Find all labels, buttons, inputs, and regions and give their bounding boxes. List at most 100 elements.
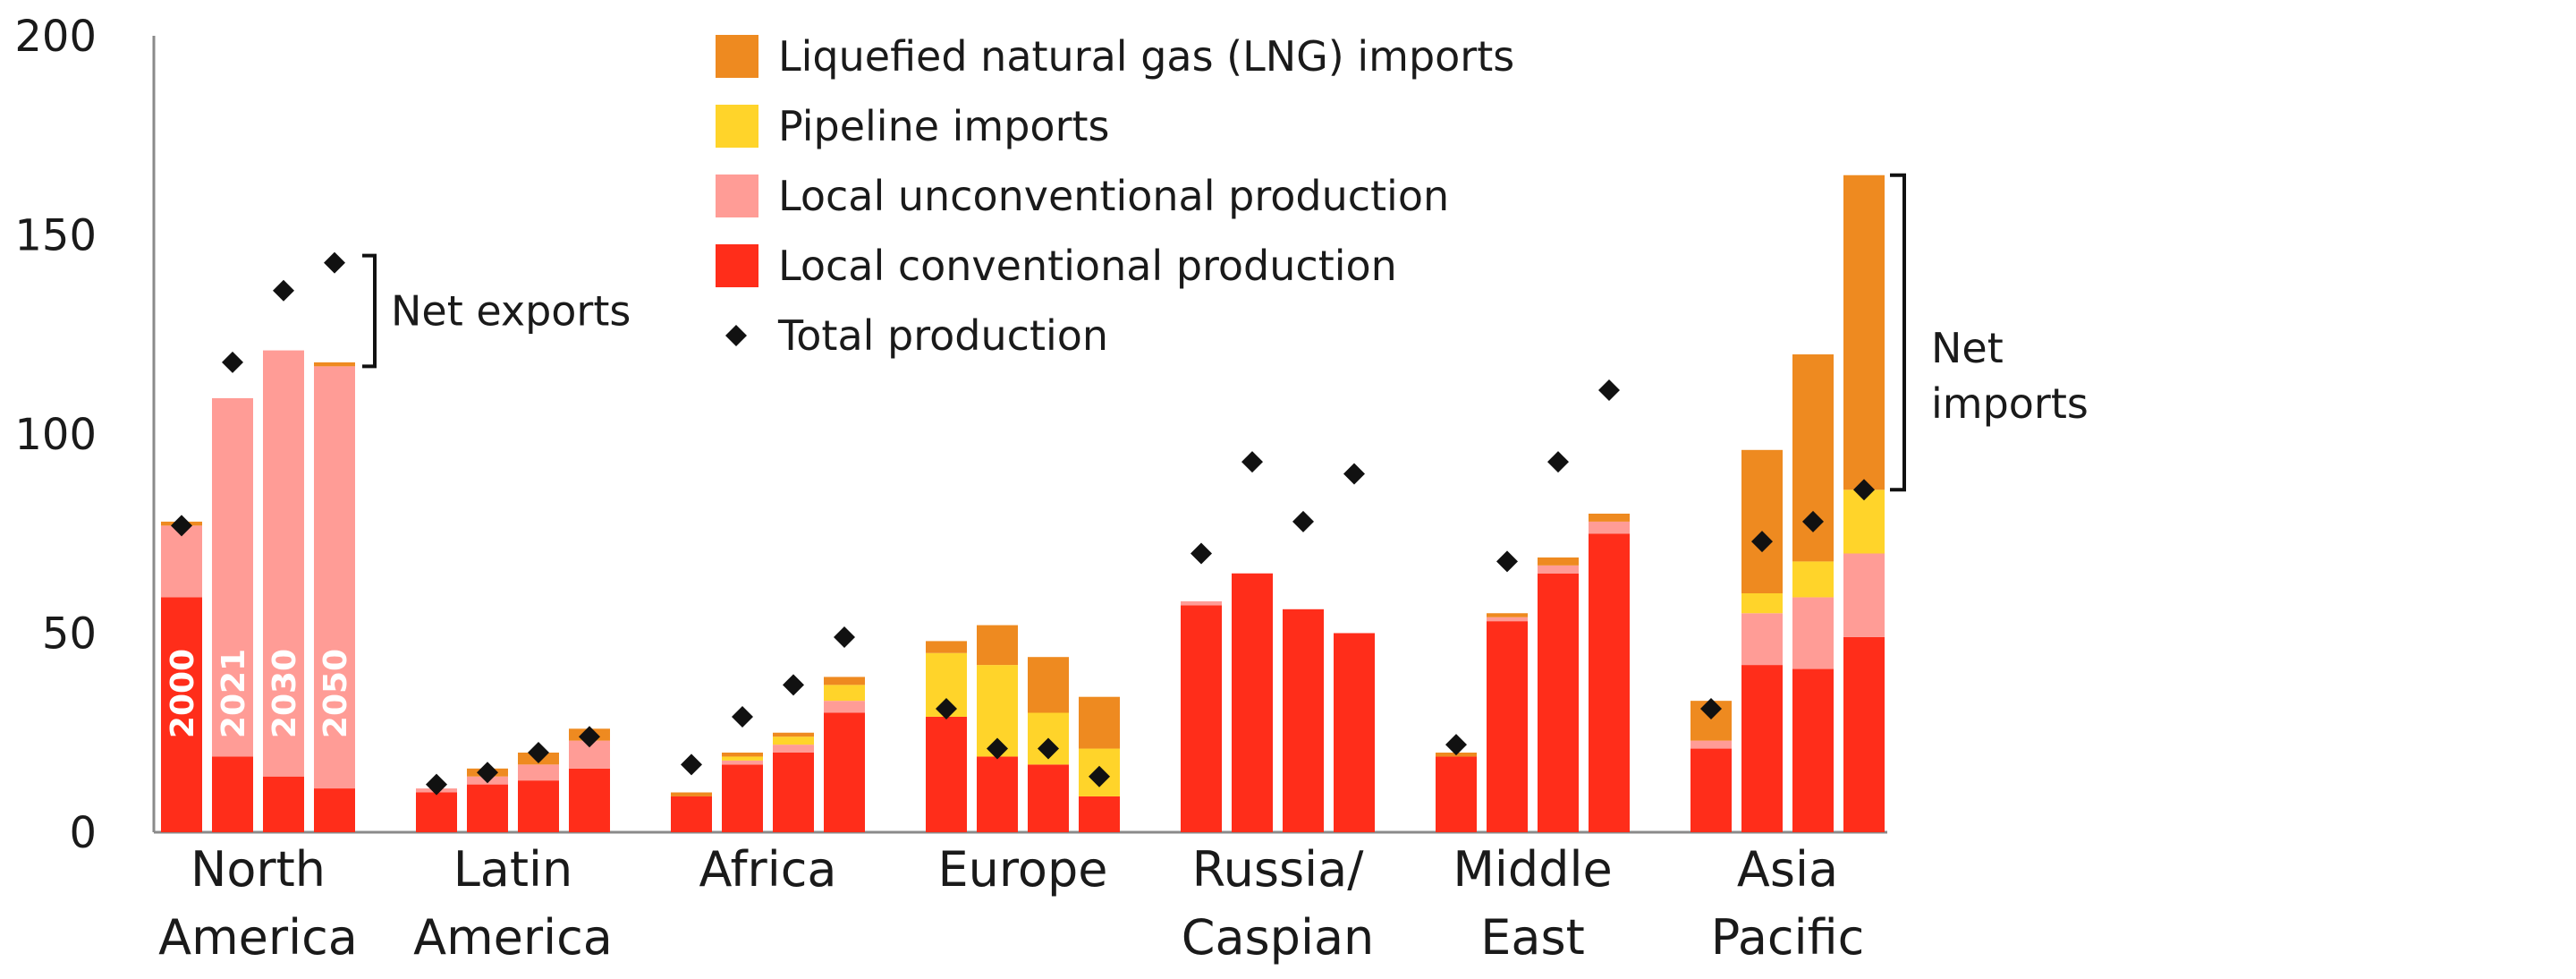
total-production-point	[171, 515, 192, 537]
bar-segment	[1436, 756, 1477, 832]
bar-segment	[1283, 609, 1324, 832]
bar-segment	[1690, 740, 1732, 749]
total-production-point	[1292, 510, 1314, 532]
year-label: 2050	[318, 649, 354, 738]
x-category-label: Africa	[699, 841, 836, 898]
bar-segment	[1487, 617, 1528, 622]
year-labels-layer: 2000 2021 2030 2050	[165, 649, 354, 738]
x-category-label: America	[158, 909, 358, 966]
total-production-point	[1700, 698, 1722, 720]
bar-segment	[1843, 553, 1885, 637]
total-production-point	[222, 351, 243, 373]
bar-segment	[569, 768, 610, 832]
total-production-point	[936, 698, 957, 720]
bar-segment	[722, 753, 763, 757]
bar-segment	[1487, 621, 1528, 832]
total-production-point	[681, 753, 702, 776]
bar-segment	[671, 792, 712, 796]
total-production-point	[1751, 531, 1773, 553]
x-category-label: Europe	[938, 841, 1108, 898]
bar-segment	[722, 760, 763, 765]
total-production-point	[426, 773, 447, 796]
bar-segment	[773, 753, 814, 832]
x-category-label: Russia/	[1192, 841, 1365, 898]
markers-layer	[171, 251, 1875, 796]
bar-segment	[314, 366, 355, 789]
bar-segment	[161, 597, 202, 832]
legend-label: Local unconventional production	[778, 172, 1449, 220]
bar-segment	[773, 745, 814, 753]
bar-segment	[1741, 449, 1783, 593]
y-tick-label: 150	[14, 211, 97, 261]
bar-segment	[977, 756, 1018, 832]
net-imports-bracket	[1890, 173, 1906, 492]
legend-swatch	[716, 244, 758, 287]
y-tick-label: 50	[42, 609, 97, 660]
legend-label: Liquefied natural gas (LNG) imports	[778, 32, 1514, 81]
legend-label: Local conventional production	[778, 242, 1397, 290]
x-category-label: East	[1480, 909, 1585, 966]
total-production-point	[273, 279, 294, 302]
bar-segment	[1079, 696, 1120, 749]
net-imports-label: imports	[1931, 379, 2089, 428]
bar-segment	[977, 625, 1018, 666]
legend: Liquefied natural gas (LNG) imports Pipel…	[716, 32, 1514, 360]
bar-segment	[773, 736, 814, 745]
legend-label: Pipeline imports	[778, 102, 1110, 150]
bar-segment	[263, 776, 304, 832]
legend-label: Total production	[777, 311, 1108, 360]
total-production-point	[1445, 734, 1467, 756]
bar-segment	[1792, 668, 1834, 832]
total-production-point	[1241, 451, 1263, 473]
legend-swatch	[716, 105, 758, 148]
y-tick-label: 100	[14, 410, 97, 460]
total-production-point	[1802, 510, 1824, 532]
total-production-point	[1598, 379, 1620, 402]
bar-segment	[1181, 605, 1222, 832]
bar-segment	[1792, 561, 1834, 598]
total-production-point	[1038, 737, 1059, 760]
total-production-point	[324, 251, 345, 274]
bar-segment	[212, 756, 253, 832]
total-production-point	[1496, 550, 1518, 573]
total-production-point	[1191, 542, 1212, 565]
bar-segment	[1028, 764, 1069, 832]
bar-segment	[824, 685, 865, 702]
bar-segment	[1589, 514, 1630, 522]
y-tick-label: 200	[14, 12, 97, 62]
year-label: 2030	[267, 649, 303, 738]
bar-segment	[467, 784, 508, 832]
total-production-point	[477, 762, 498, 784]
total-production-point	[732, 705, 753, 728]
legend-swatch	[716, 35, 758, 78]
bar-segment	[314, 362, 355, 367]
legend-marker	[725, 325, 747, 346]
bar-segment	[1589, 521, 1630, 534]
bar-segment	[1538, 565, 1579, 574]
bar-segment	[1843, 175, 1885, 490]
total-production-point	[528, 742, 549, 763]
bar-segment	[1690, 748, 1732, 832]
total-production-point	[1343, 463, 1365, 485]
axis-layer: 0 50 100 150 200 North America Latin America Afri…	[14, 12, 1887, 966]
bar-segment	[1843, 636, 1885, 832]
bar-segment	[773, 732, 814, 737]
x-category-label: Middle	[1453, 841, 1612, 898]
net-exports-label: Net exports	[391, 287, 631, 336]
bar-segment	[1589, 533, 1630, 832]
total-production-point	[1547, 451, 1569, 473]
bar-segment	[671, 796, 712, 832]
net-exports-bracket	[362, 253, 377, 369]
bar-segment	[926, 641, 967, 653]
bar-segment	[518, 764, 559, 781]
total-production-point	[1089, 765, 1110, 787]
total-production-point	[783, 674, 804, 696]
year-label: 2000	[165, 649, 201, 738]
total-production-point	[987, 737, 1008, 760]
total-production-point	[1853, 479, 1875, 501]
net-imports-label: Net	[1931, 324, 2004, 372]
bar-segment	[314, 788, 355, 832]
bar-segment	[1792, 597, 1834, 669]
bar-segment	[518, 780, 559, 832]
